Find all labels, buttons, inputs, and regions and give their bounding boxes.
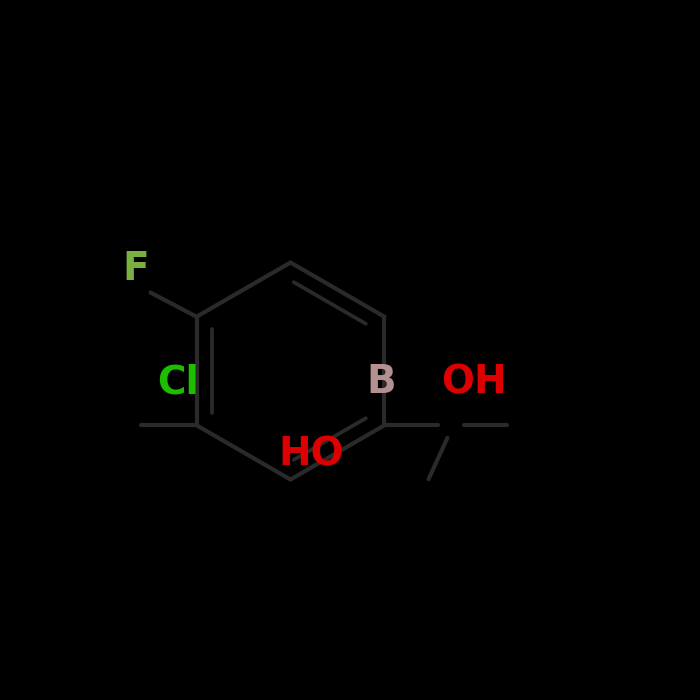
Text: B: B: [367, 363, 396, 401]
Text: HO: HO: [279, 435, 344, 473]
Text: OH: OH: [441, 363, 507, 401]
Text: Cl: Cl: [158, 363, 199, 401]
Text: F: F: [122, 251, 149, 288]
